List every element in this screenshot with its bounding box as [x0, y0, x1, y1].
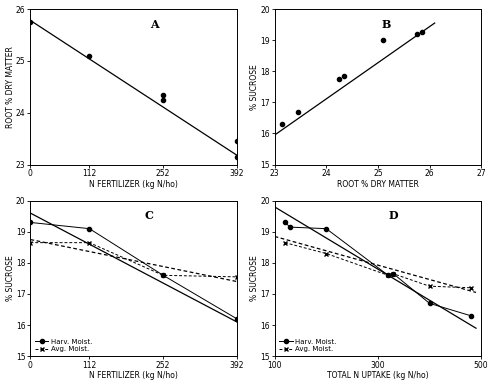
Legend: Harv. Moist., Avg. Moist.: Harv. Moist., Avg. Moist.: [278, 338, 337, 353]
X-axis label: ROOT % DRY MATTER: ROOT % DRY MATTER: [337, 180, 419, 189]
Legend: Harv. Moist., Avg. Moist.: Harv. Moist., Avg. Moist.: [34, 338, 93, 353]
Text: D: D: [388, 210, 398, 221]
Text: A: A: [150, 19, 159, 30]
Y-axis label: % SUCROSE: % SUCROSE: [5, 256, 14, 301]
Y-axis label: % SUCROSE: % SUCROSE: [250, 256, 259, 301]
Y-axis label: % SUCROSE: % SUCROSE: [250, 64, 259, 110]
X-axis label: N FERTILIZER (kg N/ho): N FERTILIZER (kg N/ho): [89, 180, 178, 189]
X-axis label: N FERTILIZER (kg N/ho): N FERTILIZER (kg N/ho): [89, 371, 178, 381]
Text: B: B: [382, 19, 391, 30]
Y-axis label: ROOT % DRY MATTER: ROOT % DRY MATTER: [5, 46, 14, 128]
X-axis label: TOTAL N UPTAKE (kg N/ho): TOTAL N UPTAKE (kg N/ho): [327, 371, 429, 381]
Text: C: C: [144, 210, 153, 221]
